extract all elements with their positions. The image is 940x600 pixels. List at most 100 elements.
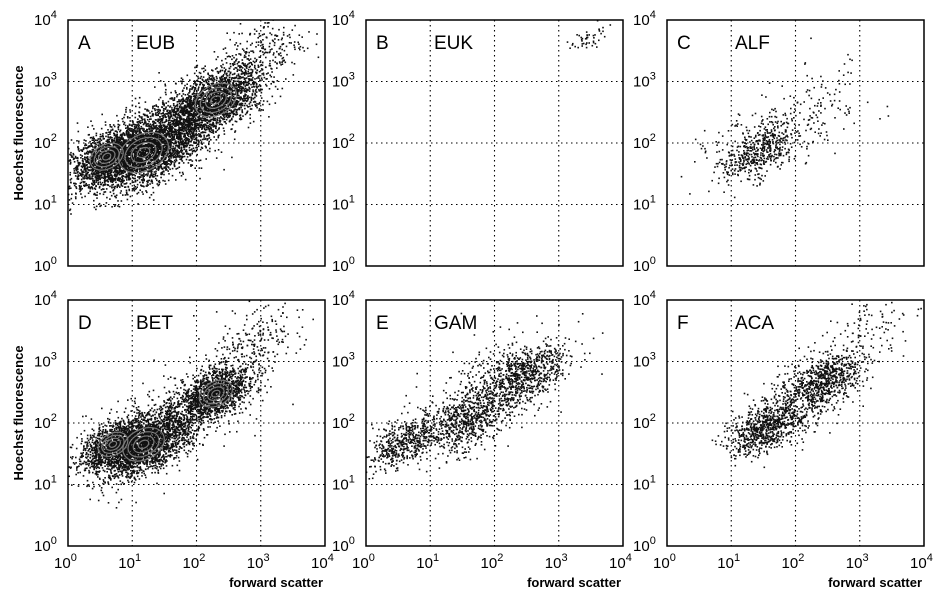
data-point: [193, 130, 196, 132]
data-point: [117, 185, 120, 187]
data-point: [184, 104, 187, 107]
data-point: [73, 161, 76, 163]
data-point: [92, 137, 94, 140]
data-point: [231, 156, 233, 159]
data-point: [166, 125, 168, 128]
data-point: [210, 90, 213, 92]
data-point: [82, 180, 84, 183]
data-point: [150, 179, 153, 181]
data-point: [144, 162, 146, 164]
data-point: [160, 158, 163, 160]
data-point: [156, 154, 159, 157]
data-point: [162, 107, 165, 110]
data-point: [161, 162, 164, 165]
data-point: [91, 169, 94, 171]
data-point: [137, 125, 140, 128]
data-point: [86, 163, 88, 166]
data-point: [117, 167, 119, 170]
data-point: [161, 168, 164, 170]
data-point: [167, 104, 169, 107]
data-point: [145, 125, 147, 127]
data-point: [187, 98, 190, 100]
data-point: [108, 152, 110, 154]
data-point: [103, 161, 105, 163]
data-point: [138, 121, 141, 123]
data-point: [109, 179, 112, 182]
data-point: [122, 194, 124, 196]
data-point: [102, 135, 104, 137]
data-point: [98, 185, 101, 188]
data-point: [86, 150, 89, 153]
data-point: [115, 156, 117, 158]
data-point: [186, 74, 189, 77]
data-point: [103, 156, 106, 159]
data-point: [200, 93, 203, 96]
data-point: [222, 73, 225, 76]
data-point: [127, 165, 130, 168]
data-point: [99, 174, 102, 177]
data-point: [162, 153, 164, 155]
data-point: [118, 146, 121, 148]
data-point: [134, 180, 137, 183]
data-point: [122, 162, 124, 165]
data-point: [171, 167, 174, 170]
data-point: [107, 136, 109, 138]
data-point: [127, 142, 129, 145]
data-point: [249, 88, 251, 90]
data-point: [147, 181, 149, 183]
data-point: [159, 151, 161, 153]
data-point: [228, 55, 230, 57]
data-point: [89, 187, 91, 190]
data-point: [91, 149, 94, 151]
data-point: [142, 134, 145, 136]
data-point: [113, 137, 116, 139]
data-point: [229, 80, 232, 83]
data-point: [157, 140, 159, 143]
data-point: [106, 179, 108, 182]
data-point: [164, 150, 167, 153]
data-point: [145, 169, 147, 171]
data-point: [116, 148, 118, 151]
data-point: [182, 93, 185, 95]
data-point: [157, 165, 159, 168]
data-point: [192, 138, 194, 140]
data-point: [215, 114, 217, 116]
data-point: [241, 109, 243, 111]
data-point: [80, 149, 82, 151]
data-point: [134, 112, 137, 115]
data-point: [193, 123, 196, 126]
data-point: [92, 136, 95, 138]
data-point: [118, 166, 120, 169]
data-point: [153, 140, 156, 142]
data-point: [154, 142, 157, 145]
data-point: [86, 152, 88, 154]
data-point: [147, 158, 149, 161]
data-point: [217, 72, 220, 74]
data-point: [100, 170, 103, 173]
data-point: [139, 189, 141, 191]
data-point: [132, 188, 134, 191]
data-point: [140, 158, 143, 161]
data-point: [276, 80, 279, 82]
data-point: [257, 103, 260, 105]
data-point: [112, 180, 114, 183]
data-point: [184, 124, 187, 127]
data-point: [197, 89, 199, 91]
data-point: [99, 155, 101, 158]
data-point: [106, 172, 109, 175]
data-point: [174, 150, 177, 152]
data-point: [214, 108, 217, 111]
data-point: [90, 143, 93, 146]
data-point: [94, 163, 96, 165]
data-point: [126, 157, 128, 160]
data-point: [131, 139, 133, 142]
data-point: [223, 133, 226, 135]
data-point: [188, 92, 190, 94]
data-point: [135, 134, 137, 137]
data-point: [129, 158, 131, 160]
data-point: [227, 100, 230, 102]
data-point: [80, 189, 82, 191]
data-point: [200, 82, 203, 84]
data-point: [174, 140, 177, 142]
data-point: [157, 118, 159, 121]
